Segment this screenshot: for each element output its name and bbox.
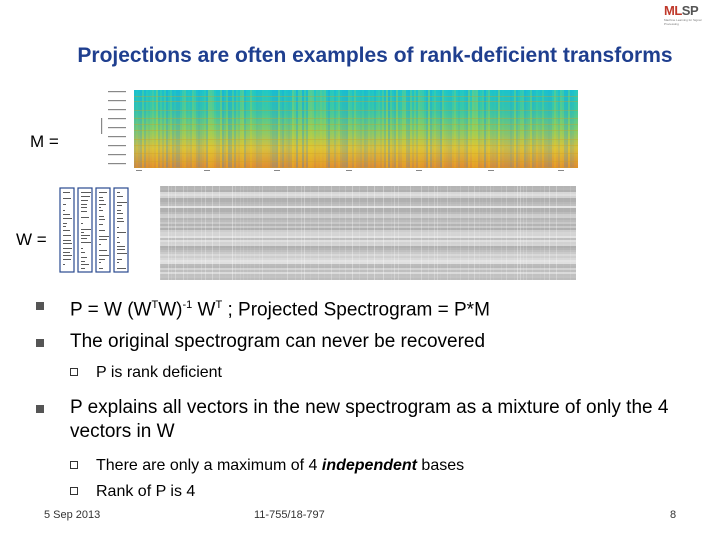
w-basis-vectors xyxy=(59,187,129,273)
bullet-marker xyxy=(36,405,44,413)
footer-date: 5 Sep 2013 xyxy=(44,509,101,521)
m-label: M = xyxy=(30,132,59,151)
projected-spectrogram-texture xyxy=(160,186,576,280)
w-vector-3 xyxy=(95,187,111,273)
m-spectrogram-xaxis xyxy=(136,170,564,171)
footer-page-number: 8 xyxy=(670,509,677,521)
bullet-marker xyxy=(36,302,44,310)
w-vector-4 xyxy=(113,187,129,273)
m-spectrogram-yaxis xyxy=(101,91,126,165)
subbullet-marker xyxy=(70,461,78,469)
m-spectrogram xyxy=(134,90,578,168)
subbullet-marker xyxy=(70,487,78,495)
w-vector-1 xyxy=(59,187,75,273)
logo-text-ml: ML xyxy=(664,3,682,18)
m-spectrogram-texture xyxy=(134,90,578,168)
subbullet-marker xyxy=(70,368,78,376)
slide-title: Projections are often examples of rank-d… xyxy=(77,44,673,67)
bullet-marker xyxy=(36,339,44,347)
logo-subtitle: Machine Learning for Signal Processing xyxy=(664,18,702,26)
projected-spectrogram xyxy=(160,186,576,280)
w-vector-2 xyxy=(77,187,93,273)
w-label: W = xyxy=(16,230,47,249)
footer-course: 11-755/18-797 xyxy=(254,509,325,521)
logo-text-sp: SP xyxy=(681,3,699,18)
mlsp-logo: MLSP Machine Learning for Signal Process… xyxy=(664,3,716,27)
